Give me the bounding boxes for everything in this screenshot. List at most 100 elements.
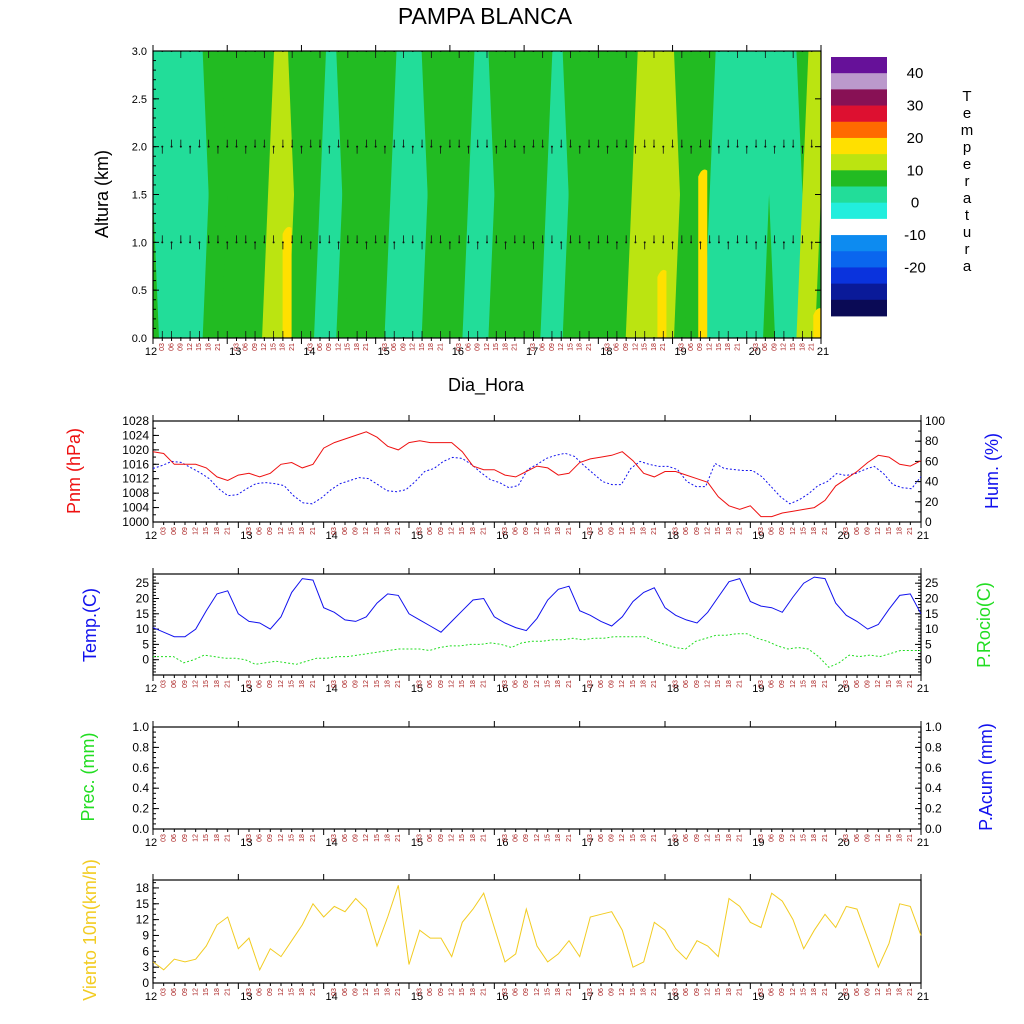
- colorbar-title-letter: a: [963, 190, 972, 207]
- pressure-hour-label: 18: [811, 527, 818, 535]
- wind-barb-dot: [569, 145, 572, 148]
- wind-barb-dot: [458, 241, 461, 244]
- section-hour-label: 12: [781, 343, 788, 351]
- colorbar-title-letter: u: [963, 224, 971, 241]
- wind-hour-label: 03: [417, 988, 424, 996]
- wind-hour-label: 12: [705, 988, 712, 996]
- wind-barb-dot: [588, 145, 591, 148]
- section-hour-label: 15: [716, 343, 723, 351]
- pressure-hour-label: 06: [513, 527, 520, 535]
- pressure-hour-label: 18: [214, 527, 221, 535]
- section-hour-label: 09: [771, 343, 778, 351]
- precipitation-hour-label: 18: [470, 834, 477, 842]
- wind-barb-dot: [717, 145, 720, 148]
- temperature-hour-label: 09: [779, 680, 786, 688]
- section-ytick-label: 3.0: [132, 46, 147, 58]
- wind-barb-dot: [690, 145, 693, 148]
- precipitation-hour-label: 03: [161, 834, 168, 842]
- humidity-line: [152, 452, 922, 505]
- temperature-band: [153, 51, 215, 338]
- precipitation-hour-label: 21: [395, 834, 402, 842]
- temperature-hour-label: 21: [566, 680, 573, 688]
- section-hour-label: 12: [558, 343, 565, 351]
- pressure-hour-label: 12: [619, 527, 626, 535]
- wind-barb-dot: [745, 145, 748, 148]
- section-ytick-label: 2.5: [132, 94, 147, 106]
- hot-spot: [657, 269, 667, 338]
- wind-barb-dot: [578, 145, 581, 148]
- wind-barb-dot: [365, 145, 368, 148]
- wind-ylabel: Viento 10m(km/h): [80, 859, 100, 1001]
- wind-barb-dot: [643, 241, 646, 244]
- temperature-ytick-label: 25: [136, 576, 150, 590]
- pressure-ytick-label: 1012: [122, 472, 149, 486]
- section-hour-label: 12: [187, 343, 194, 351]
- precipitation-hour-label: 21: [310, 834, 317, 842]
- pressure-hour-label: 03: [417, 527, 424, 535]
- wind-hour-label: 18: [811, 988, 818, 996]
- precipitation-day-label: 18: [667, 837, 679, 849]
- precipitation-hour-label: 03: [758, 834, 765, 842]
- colorbar-cell: [831, 251, 887, 268]
- temperature-hour-label: 09: [438, 680, 445, 688]
- precipitation-hour-label: 18: [641, 834, 648, 842]
- wind-barb-dot: [736, 241, 739, 244]
- wind-hour-label: 12: [193, 988, 200, 996]
- wind-hour-label: 03: [587, 988, 594, 996]
- wind-hour-label: 21: [907, 988, 914, 996]
- wind-barb-dot: [727, 241, 730, 244]
- wind-barb-dot: [328, 145, 331, 148]
- colorbar-cell: [831, 154, 887, 171]
- pressure-hour-label: 06: [342, 527, 349, 535]
- wind-barb-dot: [281, 145, 284, 148]
- pressure-hour-label: 12: [193, 527, 200, 535]
- wind-barb-dot: [560, 241, 563, 244]
- temperature-band: [462, 51, 501, 338]
- temperature-hour-label: 21: [907, 680, 914, 688]
- section-hour-label: 15: [270, 343, 277, 351]
- temperature-hour-label: 18: [385, 680, 392, 688]
- section-day-label: 14: [303, 346, 315, 358]
- wind-frame: [152, 879, 922, 984]
- wind-barb-dot: [207, 145, 210, 148]
- temperature-dewpoint-series: [152, 576, 922, 668]
- colorbar-tick-label: 10: [907, 162, 924, 179]
- wind-barb-dot: [513, 241, 516, 244]
- wind-barb-dot: [792, 241, 795, 244]
- colorbar-cell: [831, 57, 887, 74]
- temperature-hour-label: 09: [267, 680, 274, 688]
- precipitation-hour-label: 09: [865, 834, 872, 842]
- accumulated-precip-ytick-label: 0.2: [925, 802, 942, 816]
- wind-barb-dot: [671, 241, 674, 244]
- precipitation-hour-label: 03: [246, 834, 253, 842]
- pressure-day-label: 14: [326, 530, 338, 542]
- section-hour-label: 03: [456, 343, 463, 351]
- pressure-day-label: 16: [496, 530, 508, 542]
- wind-barb-dot: [755, 241, 758, 244]
- section-hour-label: 09: [475, 343, 482, 351]
- wind-day-label: 20: [838, 991, 850, 1003]
- section-hour-label: 06: [688, 343, 695, 351]
- section-ylabel: Altura (km): [92, 150, 112, 238]
- wind-barb-dot: [244, 145, 247, 148]
- pressure-hour-label: 21: [737, 527, 744, 535]
- pressure-hour-label: 12: [278, 527, 285, 535]
- precipitation-hour-label: 09: [523, 834, 530, 842]
- wind-barb-dot: [662, 145, 665, 148]
- wind-barb-dot: [486, 241, 488, 244]
- wind-hour-label: 09: [694, 988, 701, 996]
- section-hour-label: 09: [549, 343, 556, 351]
- pressure-hour-label: 15: [545, 527, 552, 535]
- section-ytick-label: 0.0: [132, 333, 147, 345]
- section-hour-label: 09: [252, 343, 259, 351]
- wind-ytick-label: 3: [142, 960, 149, 974]
- temperature-hour-label: 09: [865, 680, 872, 688]
- wind-barb-dot: [727, 145, 730, 148]
- wind-barb-dot: [365, 241, 368, 244]
- wind-barb-dot: [309, 145, 312, 148]
- precipitation-ytick-label: 0.8: [132, 740, 149, 754]
- temperature-hour-label: 15: [715, 680, 722, 688]
- wind-hour-label: 18: [470, 988, 477, 996]
